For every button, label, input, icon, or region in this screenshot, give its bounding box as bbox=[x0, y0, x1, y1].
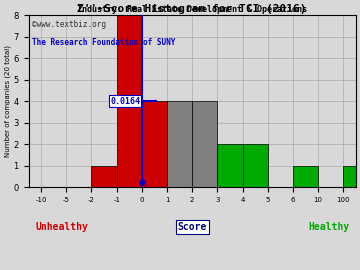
Text: Industry: Real Estate Development & Operations: Industry: Real Estate Development & Oper… bbox=[77, 5, 307, 14]
Text: Score: Score bbox=[177, 222, 207, 232]
Bar bbox=[343, 166, 360, 187]
Bar bbox=[117, 15, 142, 187]
Bar bbox=[192, 101, 217, 187]
Title: Z''-Score Histogram for TCI (2016): Z''-Score Histogram for TCI (2016) bbox=[77, 4, 307, 15]
Bar bbox=[91, 166, 117, 187]
Y-axis label: Number of companies (20 total): Number of companies (20 total) bbox=[4, 45, 11, 157]
Bar bbox=[293, 166, 318, 187]
Text: 0.0164: 0.0164 bbox=[110, 97, 140, 106]
Bar bbox=[217, 144, 243, 187]
Bar bbox=[167, 101, 192, 187]
Text: ©www.textbiz.org: ©www.textbiz.org bbox=[32, 21, 106, 29]
Text: The Research Foundation of SUNY: The Research Foundation of SUNY bbox=[32, 38, 175, 47]
Text: Healthy: Healthy bbox=[308, 222, 349, 232]
Text: Unhealthy: Unhealthy bbox=[35, 222, 88, 232]
Bar bbox=[142, 101, 167, 187]
Bar bbox=[243, 144, 268, 187]
